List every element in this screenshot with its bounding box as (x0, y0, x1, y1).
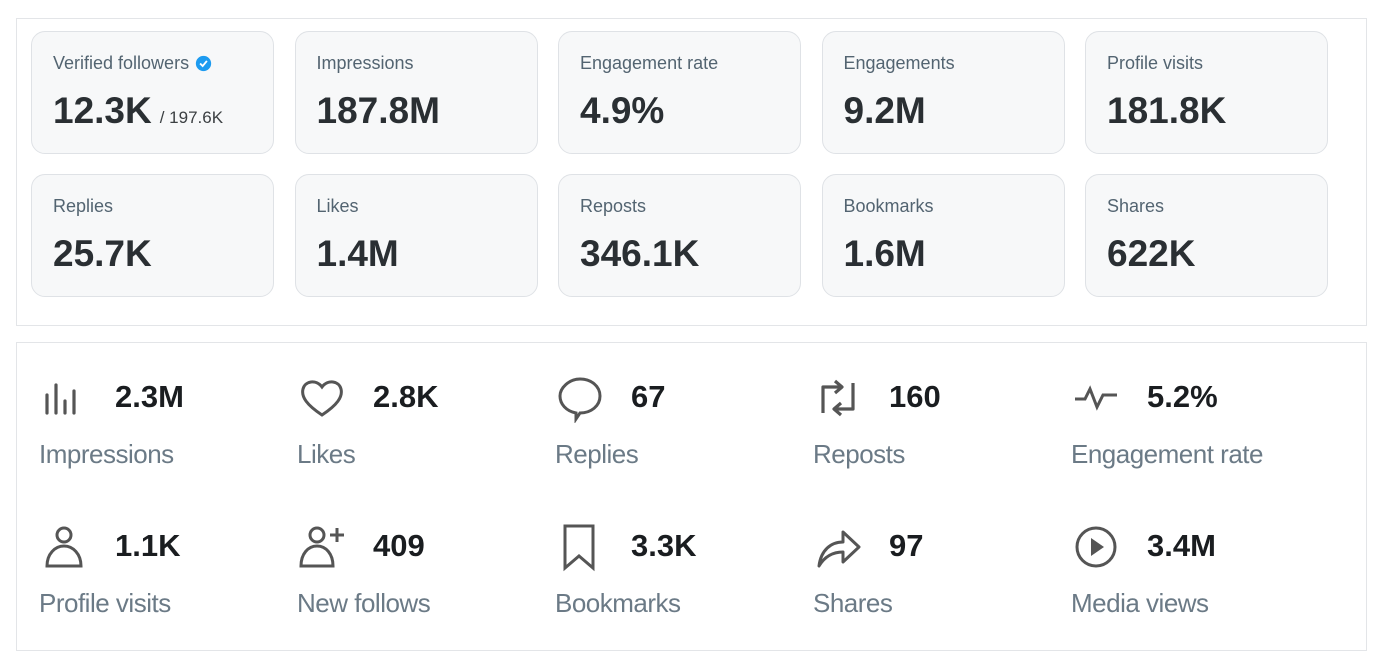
metric-engagement-rate: 5.2% Engagement rate (1071, 373, 1321, 473)
stat-value-text: 181.8K (1107, 90, 1227, 131)
stat-card-replies: Replies 25.7K (31, 174, 274, 297)
stat-label: Bookmarks (844, 196, 934, 217)
play-circle-icon (1075, 526, 1117, 568)
stat-label-text: Verified followers (53, 53, 190, 73)
stat-value: 12.3K / 197.6K (53, 90, 223, 132)
share-icon (817, 530, 861, 568)
metric-shares: 97 Shares (813, 522, 1063, 622)
stat-label-text: Likes (316, 196, 359, 216)
stat-value: 1.6M (844, 233, 926, 275)
stat-value-text: 622K (1107, 233, 1196, 274)
pulse-icon (1075, 385, 1117, 411)
metric-reposts: 160 Reposts (813, 373, 1063, 473)
metric-label: Likes (297, 439, 356, 469)
stat-label-text: Shares (1107, 196, 1165, 216)
metric-value: 409 (373, 528, 425, 563)
verified-badge-icon (195, 55, 212, 72)
stat-card-verified-followers: Verified followers 12.3K / 197.6K (31, 31, 274, 154)
stat-value: 1.4M (317, 233, 399, 275)
stat-value-text: 187.8M (316, 90, 440, 131)
metric-label: Replies (555, 439, 639, 469)
stat-card-bookmarks: Bookmarks 1.6M (821, 174, 1065, 297)
speech-bubble-icon (558, 377, 602, 423)
metric-replies: 67 Replies (555, 373, 805, 473)
stat-card-likes: Likes 1.4M (294, 174, 538, 297)
stat-label: Likes (317, 196, 359, 217)
metric-new-follows: 409 New follows (297, 522, 547, 622)
stat-label: Shares (1107, 196, 1164, 217)
stat-label: Replies (53, 196, 113, 217)
metric-label: Profile visits (39, 588, 171, 618)
stat-label-text: Replies (53, 196, 114, 216)
stat-value-text: 1.6M (843, 233, 926, 274)
stat-value-text: 12.3K (53, 90, 152, 131)
stat-label: Engagements (844, 53, 955, 74)
stat-label-text: Bookmarks (843, 196, 934, 216)
stat-label-text: Impressions (316, 53, 414, 73)
stat-label: Verified followers (53, 53, 212, 74)
metric-value: 2.3M (115, 379, 184, 414)
metric-label: Reposts (813, 439, 905, 469)
metric-value: 5.2% (1147, 379, 1218, 414)
stat-label-text: Engagement rate (580, 53, 719, 73)
stat-card-engagement-rate: Engagement rate 4.9% (558, 31, 801, 154)
metric-profile-visits: 1.1K Profile visits (39, 522, 289, 622)
metric-impressions: 2.3M Impressions (39, 373, 289, 473)
stat-value: 25.7K (53, 233, 152, 275)
repost-icon (821, 379, 855, 417)
metric-label: Bookmarks (555, 588, 681, 618)
person-icon (45, 526, 83, 568)
metric-value: 2.8K (373, 379, 439, 414)
stat-card-impressions: Impressions 187.8M (294, 31, 538, 154)
metric-value: 160 (889, 379, 941, 414)
bookmark-icon (563, 524, 595, 572)
stat-card-profile-visits: Profile visits 181.8K (1085, 31, 1328, 154)
metric-label: Impressions (39, 439, 174, 469)
stat-label-text: Reposts (580, 196, 647, 216)
stat-value: 9.2M (844, 90, 926, 132)
person-add-icon (299, 526, 344, 568)
metric-value: 3.4M (1147, 528, 1216, 563)
metric-media-views: 3.4M Media views (1071, 522, 1321, 622)
stat-value: 4.9% (580, 90, 664, 132)
stat-value: 187.8M (317, 90, 440, 132)
stat-card-engagements: Engagements 9.2M (821, 31, 1065, 154)
stat-value: 346.1K (580, 233, 699, 275)
stat-value: 622K (1107, 233, 1195, 275)
stat-value: 181.8K (1107, 90, 1226, 132)
metric-label: Media views (1071, 588, 1209, 618)
heart-icon (301, 380, 343, 417)
stat-card-shares: Shares 622K (1085, 174, 1328, 297)
post-metrics-panel: 2.3M Impressions 2.8K Likes 67 Replies 160 Repo… (16, 342, 1367, 651)
metric-value: 97 (889, 528, 924, 563)
stat-label: Impressions (317, 53, 414, 74)
account-overview-panel: Verified followers 12.3K / 197.6K Impressio… (16, 18, 1367, 326)
metric-value: 67 (631, 379, 666, 414)
metric-likes: 2.8K Likes (297, 373, 547, 473)
stat-value-text: 1.4M (316, 233, 399, 274)
stat-value-text: 346.1K (580, 233, 700, 274)
metric-value: 1.1K (115, 528, 181, 563)
metric-bookmarks: 3.3K Bookmarks (555, 522, 805, 622)
stat-value-text: 4.9% (580, 90, 665, 131)
stat-label-text: Engagements (843, 53, 955, 73)
metric-label: New follows (297, 588, 431, 618)
stat-label: Engagement rate (580, 53, 718, 74)
stat-label-text: Profile visits (1107, 53, 1204, 73)
metric-label: Engagement rate (1071, 439, 1263, 469)
stat-value-text: 9.2M (843, 90, 926, 131)
stat-total: / 197.6K (159, 108, 224, 127)
stat-label: Profile visits (1107, 53, 1203, 74)
metric-label: Shares (813, 588, 893, 618)
stat-card-reposts: Reposts 346.1K (558, 174, 801, 297)
stat-label: Reposts (580, 196, 646, 217)
metric-value: 3.3K (631, 528, 697, 563)
stat-value-text: 25.7K (53, 233, 152, 274)
bar-chart-icon (45, 383, 76, 415)
